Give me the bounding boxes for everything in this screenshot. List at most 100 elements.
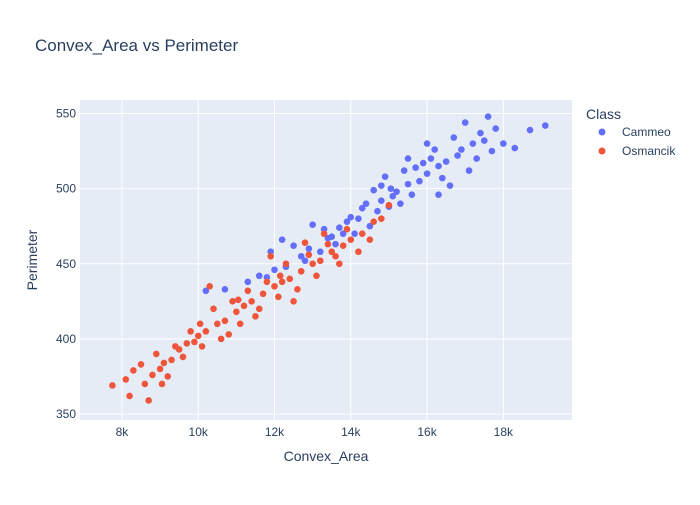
- data-point-osmancik[interactable]: [290, 298, 297, 305]
- data-point-cammeo[interactable]: [297, 252, 305, 260]
- data-point-osmancik[interactable]: [158, 380, 166, 388]
- data-point-cammeo[interactable]: [431, 146, 438, 153]
- data-point-cammeo[interactable]: [400, 167, 408, 174]
- data-point-osmancik[interactable]: [236, 320, 244, 328]
- data-point-osmancik[interactable]: [156, 365, 164, 373]
- data-point-osmancik[interactable]: [252, 313, 259, 320]
- data-point-cammeo[interactable]: [480, 137, 488, 144]
- data-point-osmancik[interactable]: [305, 251, 313, 259]
- data-point-cammeo[interactable]: [301, 257, 309, 265]
- data-point-cammeo[interactable]: [255, 272, 263, 280]
- data-point-osmancik[interactable]: [145, 397, 152, 404]
- data-point-cammeo[interactable]: [465, 167, 473, 174]
- data-point-cammeo[interactable]: [458, 146, 465, 153]
- data-point-cammeo[interactable]: [423, 170, 431, 177]
- data-point-osmancik[interactable]: [332, 252, 339, 260]
- data-point-cammeo[interactable]: [412, 164, 419, 171]
- data-point-cammeo[interactable]: [358, 204, 366, 212]
- data-point-osmancik[interactable]: [278, 278, 286, 286]
- data-point-cammeo[interactable]: [469, 140, 477, 147]
- data-point-cammeo[interactable]: [461, 119, 469, 126]
- data-point-osmancik[interactable]: [385, 201, 393, 209]
- data-point-osmancik[interactable]: [168, 356, 175, 364]
- data-point-osmancik[interactable]: [324, 240, 332, 248]
- data-point-cammeo[interactable]: [355, 215, 362, 222]
- data-point-cammeo[interactable]: [378, 197, 385, 204]
- data-point-cammeo[interactable]: [526, 126, 534, 134]
- data-point-cammeo[interactable]: [370, 186, 377, 194]
- data-point-cammeo[interactable]: [381, 173, 389, 180]
- data-point-cammeo[interactable]: [347, 213, 355, 221]
- data-point-osmancik[interactable]: [301, 239, 309, 247]
- data-point-cammeo[interactable]: [366, 222, 374, 230]
- data-point-osmancik[interactable]: [183, 340, 191, 347]
- data-point-osmancik[interactable]: [206, 282, 213, 290]
- data-point-osmancik[interactable]: [217, 335, 225, 343]
- data-point-osmancik[interactable]: [109, 382, 116, 389]
- data-point-cammeo[interactable]: [316, 248, 324, 256]
- data-point-cammeo[interactable]: [492, 125, 500, 132]
- data-point-osmancik[interactable]: [320, 230, 328, 238]
- data-point-osmancik[interactable]: [259, 290, 267, 298]
- data-point-osmancik[interactable]: [255, 305, 263, 313]
- data-point-cammeo[interactable]: [488, 147, 496, 155]
- data-point-osmancik[interactable]: [187, 328, 194, 335]
- data-point-osmancik[interactable]: [130, 367, 137, 374]
- data-point-cammeo[interactable]: [439, 174, 446, 182]
- legend-item-osmancik[interactable]: Osmancik: [598, 144, 677, 158]
- data-point-osmancik[interactable]: [196, 320, 204, 328]
- data-point-osmancik[interactable]: [179, 353, 187, 361]
- data-point-cammeo[interactable]: [387, 185, 395, 192]
- data-point-osmancik[interactable]: [343, 225, 351, 233]
- data-point-osmancik[interactable]: [378, 215, 385, 222]
- data-point-osmancik[interactable]: [164, 373, 172, 380]
- data-point-osmancik[interactable]: [198, 343, 206, 350]
- data-point-cammeo[interactable]: [343, 218, 351, 225]
- data-point-cammeo[interactable]: [454, 152, 461, 159]
- data-point-cammeo[interactable]: [450, 134, 458, 141]
- data-point-cammeo[interactable]: [404, 155, 412, 162]
- data-point-osmancik[interactable]: [172, 343, 179, 350]
- data-point-cammeo[interactable]: [423, 140, 431, 147]
- data-point-cammeo[interactable]: [404, 180, 412, 188]
- data-point-osmancik[interactable]: [225, 331, 233, 338]
- data-point-cammeo[interactable]: [244, 278, 252, 286]
- data-point-cammeo[interactable]: [202, 287, 210, 295]
- data-point-osmancik[interactable]: [328, 248, 336, 256]
- data-point-osmancik[interactable]: [233, 308, 240, 316]
- data-point-osmancik[interactable]: [297, 267, 305, 275]
- data-point-osmancik[interactable]: [221, 317, 229, 325]
- data-point-cammeo[interactable]: [221, 285, 229, 293]
- data-point-cammeo[interactable]: [351, 230, 358, 238]
- data-point-cammeo[interactable]: [500, 140, 507, 147]
- data-point-cammeo[interactable]: [339, 230, 347, 238]
- data-point-cammeo[interactable]: [477, 129, 484, 137]
- data-point-osmancik[interactable]: [355, 248, 362, 256]
- data-point-cammeo[interactable]: [408, 191, 416, 198]
- data-point-osmancik[interactable]: [244, 287, 252, 295]
- data-point-osmancik[interactable]: [202, 328, 210, 335]
- data-point-cammeo[interactable]: [305, 245, 313, 253]
- data-point-osmancik[interactable]: [370, 218, 377, 225]
- data-point-cammeo[interactable]: [473, 155, 480, 162]
- data-point-osmancik[interactable]: [336, 260, 343, 268]
- data-point-osmancik[interactable]: [214, 320, 221, 328]
- data-point-osmancik[interactable]: [263, 278, 271, 286]
- data-point-osmancik[interactable]: [271, 282, 278, 290]
- data-point-osmancik[interactable]: [210, 305, 217, 313]
- data-point-osmancik[interactable]: [126, 392, 133, 400]
- data-point-osmancik[interactable]: [248, 298, 255, 305]
- data-point-osmancik[interactable]: [191, 338, 198, 346]
- data-point-osmancik[interactable]: [286, 275, 294, 283]
- data-point-cammeo[interactable]: [278, 236, 286, 244]
- data-point-cammeo[interactable]: [397, 200, 404, 207]
- data-point-cammeo[interactable]: [442, 158, 450, 165]
- data-point-cammeo[interactable]: [290, 242, 297, 250]
- data-point-cammeo[interactable]: [427, 155, 435, 162]
- data-point-osmancik[interactable]: [152, 350, 160, 358]
- data-point-cammeo[interactable]: [393, 188, 400, 195]
- data-point-osmancik[interactable]: [234, 296, 242, 304]
- data-point-osmancik[interactable]: [160, 359, 168, 367]
- data-point-cammeo[interactable]: [419, 159, 427, 167]
- data-point-osmancik[interactable]: [229, 298, 236, 305]
